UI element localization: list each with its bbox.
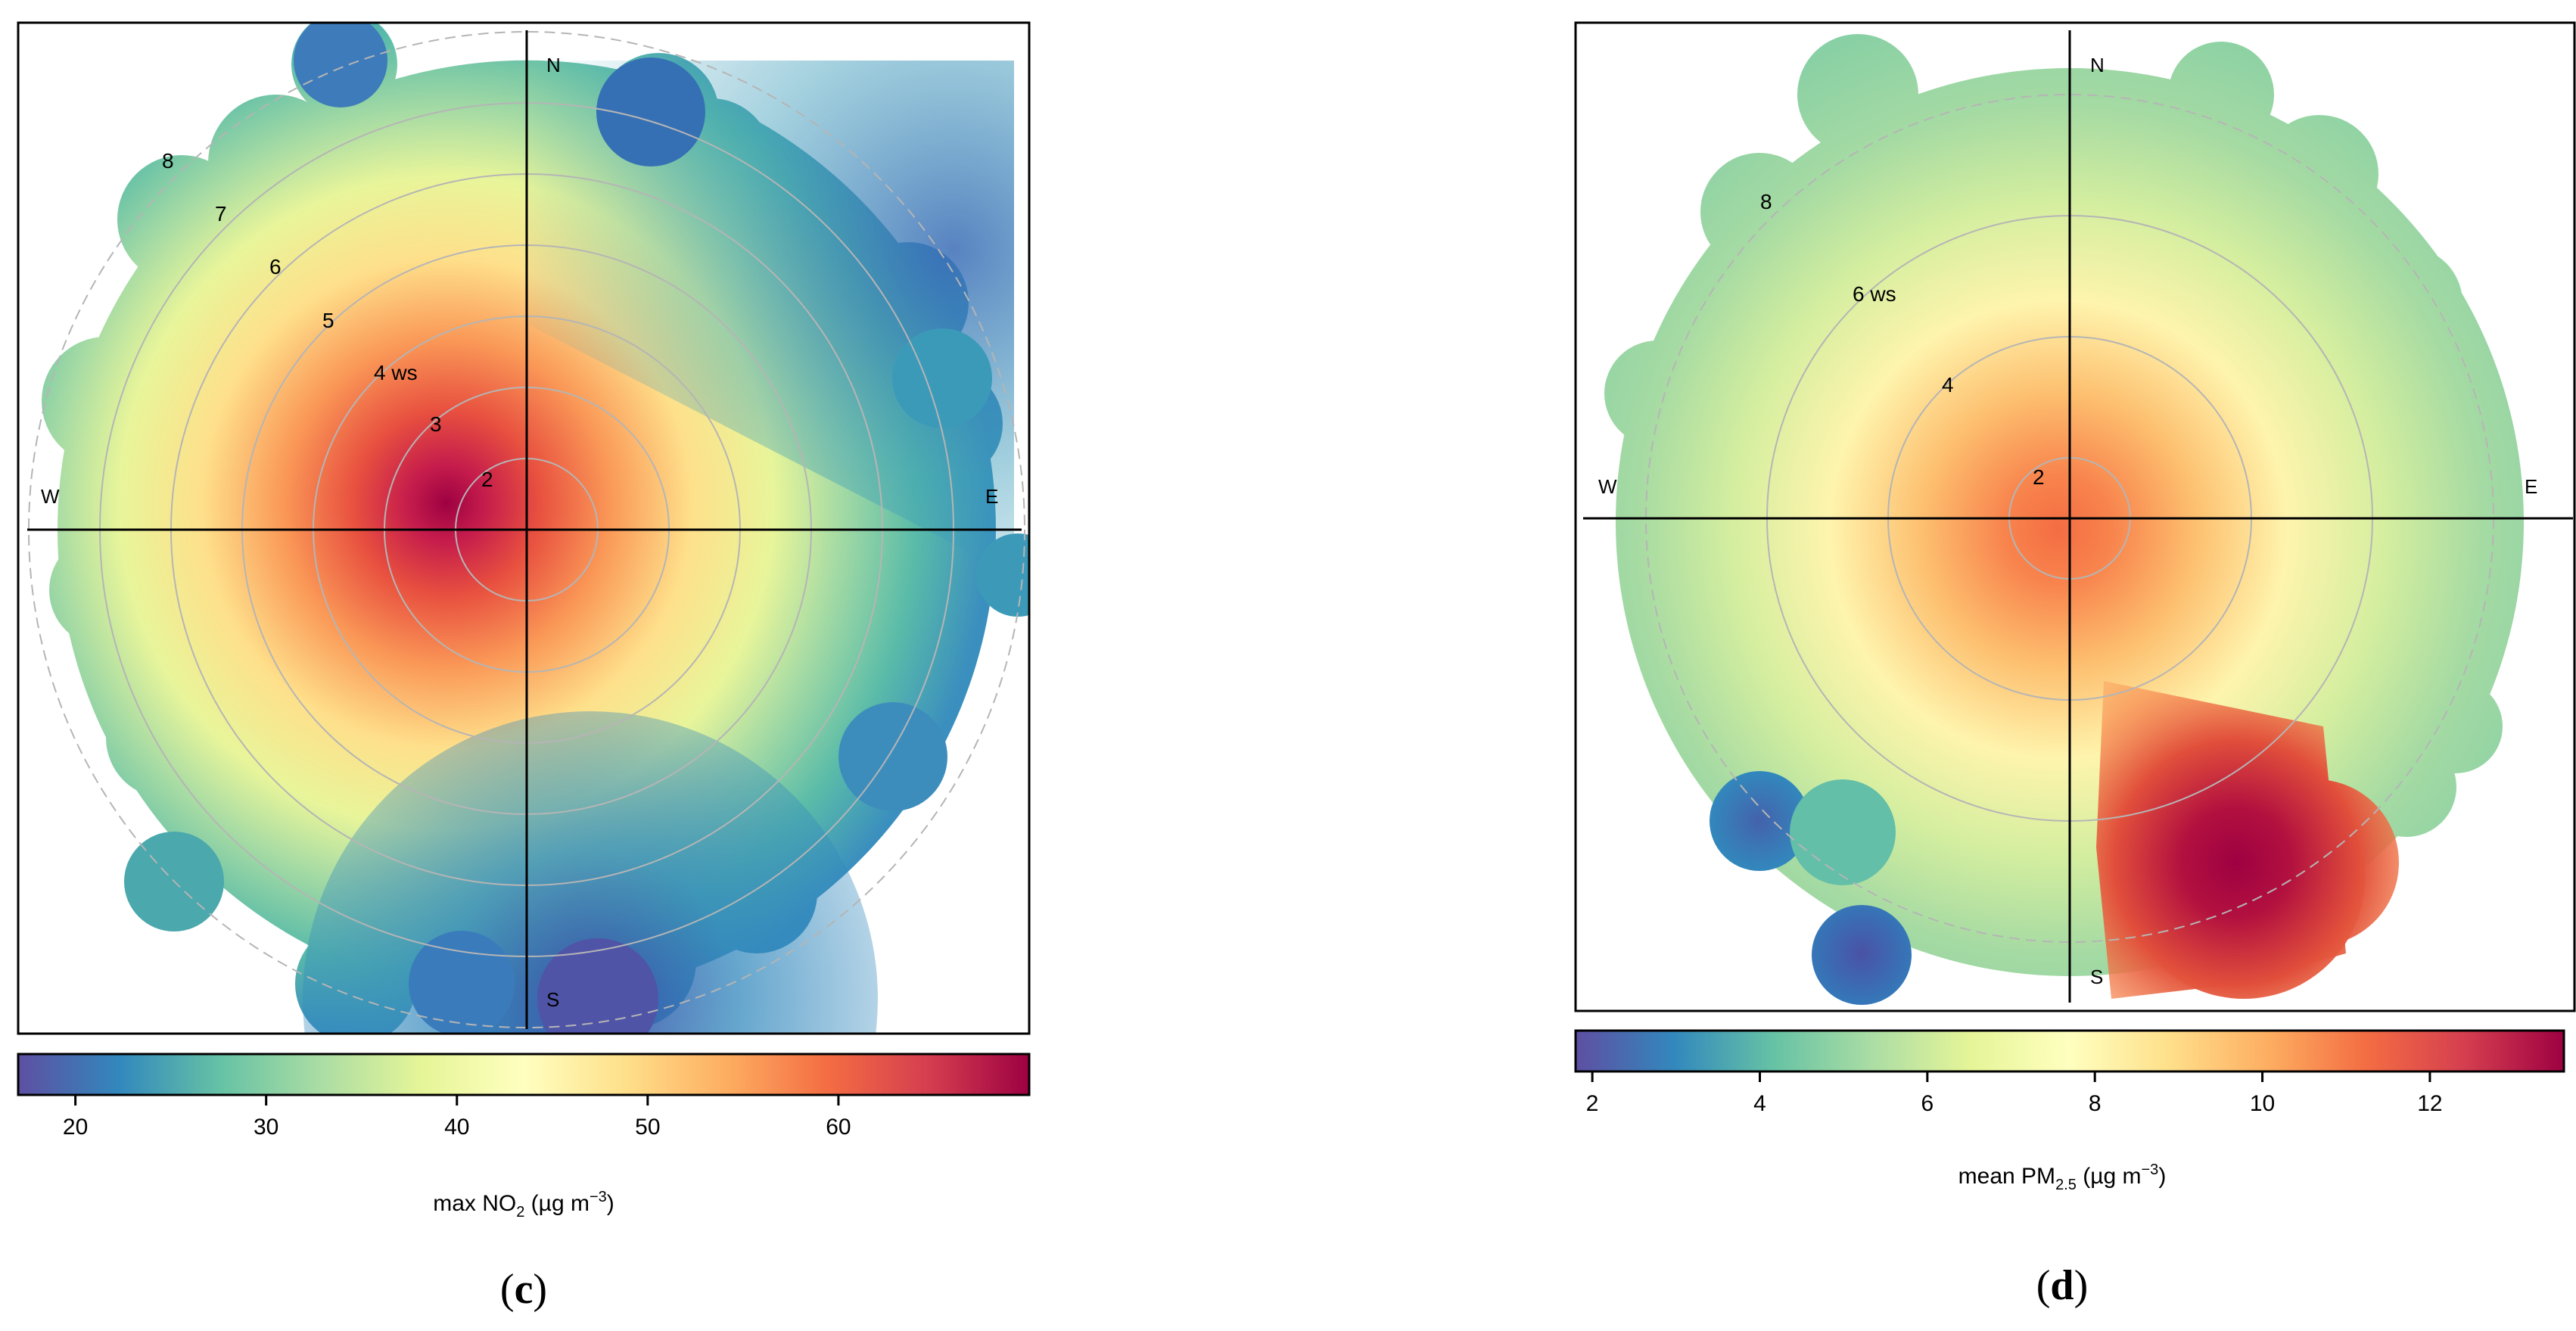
- colorbar-tick-label: 10: [2250, 1091, 2275, 1116]
- compass-south-c: S: [546, 988, 559, 1011]
- plot-frame-c: [17, 21, 1031, 1035]
- ring-label-d: 4: [1942, 373, 1954, 397]
- ring-label-c: 6: [269, 255, 282, 278]
- panel-label-d: (d): [2036, 1262, 2088, 1309]
- compass-west-d: W: [1598, 475, 1617, 498]
- colorbar-tick-label: 12: [2417, 1091, 2442, 1116]
- colorbar-d-label: mean PM2.5 (µg m−3): [1958, 1162, 2167, 1193]
- polar-axes-d: [1583, 30, 2573, 1003]
- ring-label-d: 2: [2033, 465, 2045, 489]
- colorbar-d: [1574, 1029, 2565, 1073]
- compass-north-c: N: [546, 54, 561, 76]
- colorbar-tick-label: 60: [826, 1115, 851, 1140]
- colorbar-tick-label: 40: [444, 1115, 469, 1140]
- colorbar-tick-label: 8: [2089, 1091, 2102, 1116]
- colorbar-tick-label: 30: [254, 1115, 278, 1140]
- ring-label-d: 6 ws: [1853, 282, 1896, 306]
- colorbar-c-label: max NO2 (µg m−3): [433, 1189, 614, 1221]
- ring-label-c: 8: [162, 149, 174, 173]
- compass-south-d: S: [2090, 966, 2103, 988]
- panel-d: N S W E 2 4 6 ws 8 2 4 6 8 10 12 mean PM2.5 (…: [1574, 21, 2576, 1309]
- colorbar-tick-label: 2: [1586, 1091, 1599, 1116]
- ring-label-d: 8: [1760, 190, 1772, 213]
- colorbar-tick-label: 20: [63, 1115, 88, 1140]
- colorbar-tick-label: 4: [1753, 1091, 1766, 1116]
- colorbar-c: [17, 1053, 1031, 1096]
- colorbar-tick-label: 6: [1921, 1091, 1934, 1116]
- ring-label-c: 2: [481, 468, 493, 491]
- panel-label-c: (c): [500, 1266, 547, 1313]
- compass-west-c: W: [41, 485, 60, 508]
- polar-plot-c-field: [42, 23, 1029, 1034]
- ring-label-c: 4 ws: [374, 361, 418, 384]
- ring-label-c: 3: [430, 412, 442, 436]
- colorbar-c-ticks: 20 30 40 50 60: [63, 1095, 851, 1140]
- compass-north-d: N: [2090, 54, 2105, 76]
- colorbar-d-ticks: 2 4 6 8 10 12: [1586, 1071, 2443, 1116]
- ring-label-c: 5: [322, 309, 334, 332]
- ring-label-c: 7: [215, 202, 227, 225]
- panel-c: N S W E 2 3 4 ws 5 6 7 8 20 30 40 50 60 max …: [17, 21, 1031, 1313]
- colorbar-tick-label: 50: [635, 1115, 660, 1140]
- compass-east-d: E: [2525, 475, 2537, 498]
- plot-frame-d: [1574, 21, 2576, 1012]
- polar-axes-c: [27, 30, 1022, 1029]
- compass-east-c: E: [985, 485, 998, 508]
